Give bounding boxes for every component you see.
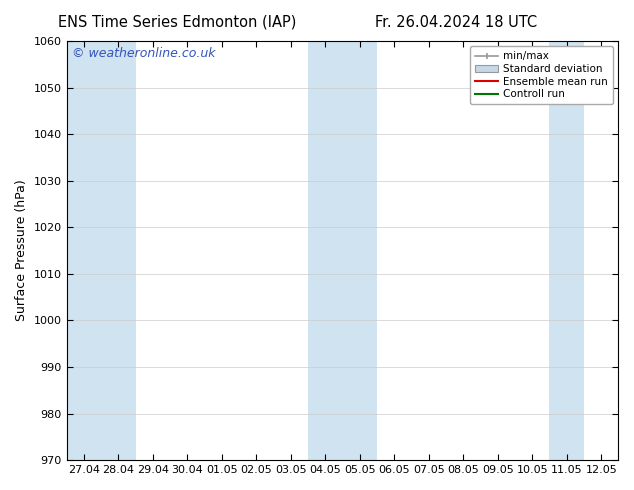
Text: Fr. 26.04.2024 18 UTC: Fr. 26.04.2024 18 UTC — [375, 15, 538, 30]
Bar — [342, 41, 377, 460]
Bar — [101, 41, 136, 460]
Text: ENS Time Series Edmonton (IAP): ENS Time Series Edmonton (IAP) — [58, 15, 297, 30]
Y-axis label: Surface Pressure (hPa): Surface Pressure (hPa) — [15, 180, 28, 321]
Text: © weatheronline.co.uk: © weatheronline.co.uk — [72, 48, 216, 60]
Bar — [550, 41, 584, 460]
Legend: min/max, Standard deviation, Ensemble mean run, Controll run: min/max, Standard deviation, Ensemble me… — [470, 46, 613, 104]
Bar — [308, 41, 342, 460]
Bar — [67, 41, 101, 460]
